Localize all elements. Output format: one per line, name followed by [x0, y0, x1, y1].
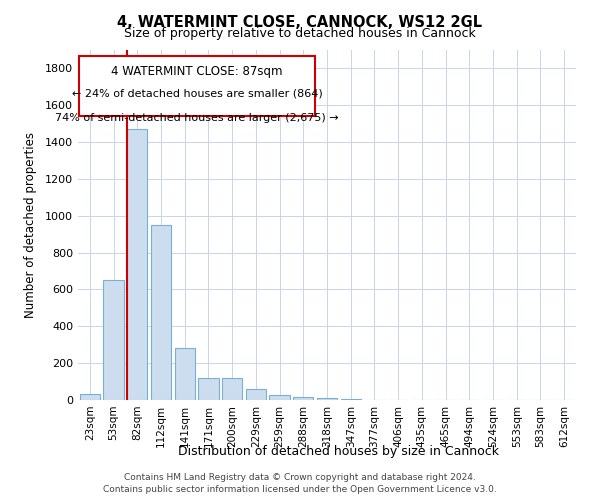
Bar [269, 396, 290, 400]
Bar [127, 129, 148, 400]
Text: Contains HM Land Registry data © Crown copyright and database right 2024.: Contains HM Land Registry data © Crown c… [124, 472, 476, 482]
FancyBboxPatch shape [79, 56, 315, 116]
Bar [80, 394, 100, 400]
Text: Size of property relative to detached houses in Cannock: Size of property relative to detached ho… [124, 28, 476, 40]
Text: Contains public sector information licensed under the Open Government Licence v3: Contains public sector information licen… [103, 485, 497, 494]
Bar [222, 378, 242, 400]
Bar [246, 389, 266, 400]
Bar [103, 280, 124, 400]
Text: 4, WATERMINT CLOSE, CANNOCK, WS12 2GL: 4, WATERMINT CLOSE, CANNOCK, WS12 2GL [118, 15, 482, 30]
Text: ← 24% of detached houses are smaller (864): ← 24% of detached houses are smaller (86… [72, 88, 323, 99]
Bar [293, 397, 313, 400]
Bar [341, 399, 361, 400]
Y-axis label: Number of detached properties: Number of detached properties [23, 132, 37, 318]
Bar [317, 398, 337, 400]
Bar [151, 225, 171, 400]
Text: 4 WATERMINT CLOSE: 87sqm: 4 WATERMINT CLOSE: 87sqm [112, 64, 283, 78]
Bar [199, 378, 218, 400]
Bar [175, 348, 195, 400]
Text: Distribution of detached houses by size in Cannock: Distribution of detached houses by size … [178, 445, 499, 458]
Text: 74% of semi-detached houses are larger (2,675) →: 74% of semi-detached houses are larger (… [55, 112, 339, 122]
